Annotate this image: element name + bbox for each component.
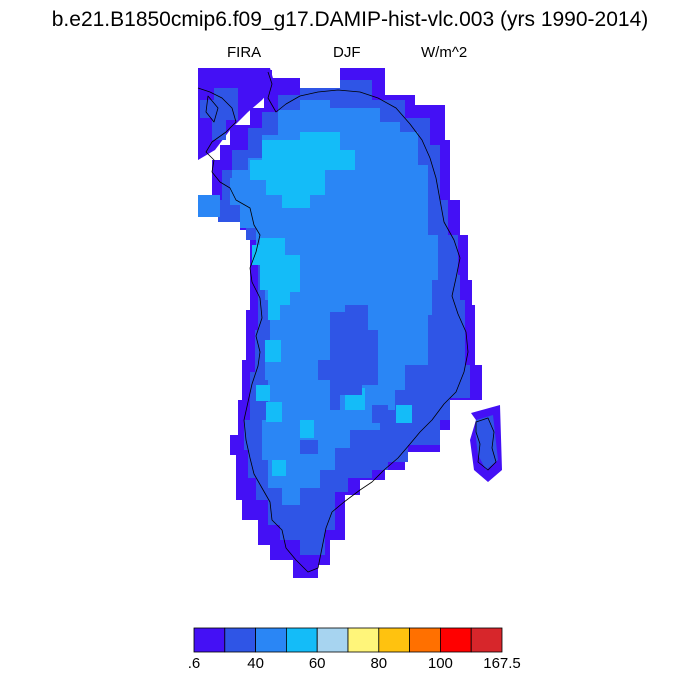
colorbar-tick-label: 100	[427, 655, 453, 672]
colorbar-swatch-9	[470, 627, 503, 653]
colorbar-swatch-6	[378, 627, 410, 653]
variable-label: FIRA	[227, 44, 262, 61]
plot-title: b.e21.B1850cmip6.f09_g17.DAMIP-hist-vlc.…	[51, 8, 649, 31]
colorbar-tick-label: 40	[247, 655, 264, 672]
colorbar-swatch-5	[347, 627, 380, 653]
season-label: DJF	[333, 44, 361, 61]
colorbar-swatch-1	[224, 627, 257, 653]
colorbar-swatch-3	[285, 627, 318, 653]
coastline	[197, 71, 497, 573]
colorbar-tick-label: 60	[308, 655, 326, 672]
colorbar-swatch-0	[193, 627, 226, 653]
colorbar-tick-label: 167.5	[483, 655, 521, 672]
colorbar-swatch-8	[439, 627, 472, 653]
units-label: W/m^2	[421, 44, 468, 61]
colorbar-tick-label: .6	[187, 655, 201, 672]
field-interior-patches	[300, 305, 388, 454]
colorbar-tick-label: 80	[370, 655, 388, 672]
colorbar-swatch-2	[255, 627, 287, 653]
colorbar-swatch-4	[316, 627, 349, 653]
colorbar-swatch-7	[409, 627, 441, 653]
